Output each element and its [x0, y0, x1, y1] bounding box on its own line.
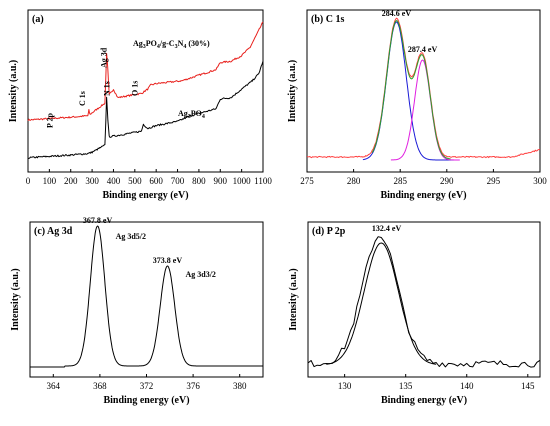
x-tick-label: 140: [460, 381, 474, 391]
x-tick-label: 280: [347, 176, 361, 186]
panel-3: 364 368 372 376 380 Binding energy (eV) Intens…: [10, 216, 264, 406]
peak-sublabel: Ag 3d5/2: [116, 232, 146, 241]
x-tick-label: 1000: [233, 176, 252, 186]
x-tick-label: 290: [440, 176, 454, 186]
component-line-287.4: [390, 59, 460, 161]
x-tick-label: 300: [533, 176, 547, 186]
x-tick-label: 0: [26, 176, 31, 186]
x-tick-label: 368: [93, 381, 107, 391]
x-tick-label: 145: [521, 381, 535, 391]
y-axis-label: Intensity (a.u.): [8, 60, 19, 123]
peak-label: C 1s: [78, 91, 87, 106]
plot-frame: [27, 9, 264, 173]
panel-4: 130 135 140 145 Binding energy (eV) Intensity…: [288, 221, 541, 406]
x-axis-label: Binding energy (eV): [102, 190, 188, 201]
y-axis-label: Intensity (a.u.): [287, 60, 298, 123]
peak-label: 132.4 eV: [372, 224, 402, 233]
x-tick-label: 200: [64, 176, 78, 186]
peak-sublabel: Ag 3d3/2: [185, 270, 215, 279]
x-tick-label: 376: [186, 381, 200, 391]
x-tick-label: 700: [171, 176, 185, 186]
spectrum-line: [30, 225, 263, 368]
panel-1: 0 100 200 300 400 500 600 700 800 900 1000 1100 Bind…: [8, 9, 272, 201]
panel-label: (d) P 2p: [312, 226, 346, 237]
peak-label: 373.8 eV: [153, 256, 183, 265]
x-tick-label: 800: [192, 176, 206, 186]
x-tick-label: 300: [85, 176, 99, 186]
x-tick-label: 275: [300, 176, 314, 186]
x-tick-label: 1100: [254, 176, 272, 186]
x-axis-label: Binding energy (eV): [381, 395, 467, 406]
y-axis-label: Intensity (a.u.): [288, 268, 299, 331]
x-tick-label: 135: [399, 381, 413, 391]
panel-2: 275 280 285 290 295 300 Binding energy (eV) Int…: [287, 9, 547, 201]
series-line-ag3po4: [27, 61, 264, 159]
peak-label: Ag 3d: [100, 47, 109, 68]
y-axis-label: Intensity (a.u.): [10, 268, 21, 331]
x-tick-label: 100: [43, 176, 57, 186]
x-tick-label: 130: [338, 381, 352, 391]
series-label-ag3po4: Ag3PO4: [178, 109, 205, 120]
series-label-composite: Ag3PO4/g-C3N4 (30%): [133, 39, 210, 50]
panel-label: (c) Ag 3d: [34, 226, 73, 237]
panel-label: (b) C 1s: [311, 14, 344, 25]
x-tick-label: 372: [140, 381, 154, 391]
peak-label: O 1s: [130, 81, 139, 96]
x-tick-label: 295: [487, 176, 501, 186]
x-tick-label: 400: [107, 176, 121, 186]
x-tick-label: 380: [233, 381, 247, 391]
raw-spectrum-line: [307, 236, 541, 368]
plot-frame: [29, 221, 264, 378]
x-tick-label: 364: [47, 381, 61, 391]
x-tick-label: 900: [214, 176, 228, 186]
plot-frame: [306, 9, 541, 173]
peak-label: 284.6 eV: [382, 9, 412, 18]
x-tick-label: 600: [149, 176, 163, 186]
peak-label: N 1s: [102, 81, 111, 96]
peak-label: 367.8 eV: [83, 216, 113, 225]
panel-label: (a): [32, 14, 44, 25]
series-line-composite: [27, 21, 264, 122]
x-tick-label: 285: [393, 176, 407, 186]
envelope-line: [371, 20, 451, 160]
x-axis-label: Binding energy (eV): [103, 395, 189, 406]
raw-spectrum-line: [306, 17, 541, 159]
plot-frame: [307, 221, 541, 378]
peak-label: P 2p: [45, 113, 54, 128]
x-tick-label: 500: [128, 176, 142, 186]
fit-line: [326, 242, 437, 365]
peak-label: 287.4 eV: [408, 45, 438, 54]
x-axis-label: Binding energy (eV): [380, 190, 466, 201]
